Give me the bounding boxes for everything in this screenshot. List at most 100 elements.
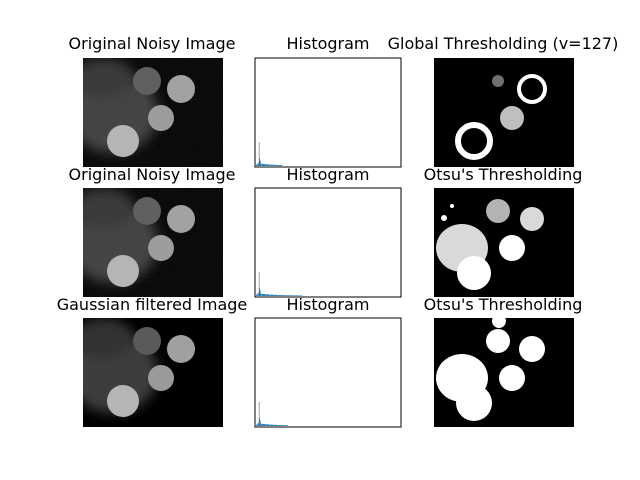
histogram-bar xyxy=(269,424,271,426)
histogram-bar xyxy=(297,295,298,296)
histogram-bar xyxy=(258,142,260,166)
histogram-bar xyxy=(288,295,290,296)
histogram-bar xyxy=(287,425,288,426)
histogram-bar xyxy=(285,295,287,296)
histogram-bar xyxy=(256,294,257,296)
histogram-bar xyxy=(278,425,280,426)
histogram-bar xyxy=(278,165,279,166)
histogram-bar xyxy=(291,295,292,296)
otsu-threshold-image-1 xyxy=(434,188,574,297)
histogram-bar xyxy=(259,420,261,426)
histogram-bar xyxy=(259,158,261,166)
histogram-bar xyxy=(285,425,287,426)
histogram-bar xyxy=(275,294,276,296)
histogram-bar xyxy=(270,164,272,166)
histogram-bar xyxy=(259,288,261,296)
histogram-bar xyxy=(256,294,258,297)
histogram-bar xyxy=(295,295,296,296)
histogram-bar xyxy=(286,425,287,426)
histogram-bar xyxy=(269,424,270,426)
histogram-bar xyxy=(256,424,258,427)
histogram-bar xyxy=(275,164,277,166)
histogram-bar xyxy=(266,424,267,426)
histogram-bar xyxy=(282,425,284,426)
histogram-bar xyxy=(294,295,296,296)
panel-r2-histogram: Histogram xyxy=(254,165,402,298)
histogram-bar xyxy=(266,164,268,166)
panel-title: Otsu's Thresholding xyxy=(424,295,583,314)
histogram-axes xyxy=(254,57,402,168)
histogram-bar xyxy=(289,295,290,296)
histogram-bar xyxy=(260,163,262,166)
histogram-bar xyxy=(291,295,293,296)
histogram-bars-3 xyxy=(256,402,288,427)
histogram-bar xyxy=(261,293,263,296)
histogram-bar xyxy=(282,295,284,296)
histogram-bar xyxy=(265,294,267,296)
histogram-bar xyxy=(259,160,261,166)
histogram-bar xyxy=(297,295,299,296)
histogram-bar xyxy=(270,424,272,426)
histogram-bar xyxy=(265,164,267,166)
panel-title: Global Thresholding (v=127) xyxy=(388,34,619,53)
histogram-bar xyxy=(299,295,300,296)
histogram-bar xyxy=(270,424,271,426)
histogram-bar xyxy=(265,294,266,296)
histogram-bar xyxy=(265,164,266,166)
histogram-bar xyxy=(279,425,280,426)
histogram-bar xyxy=(279,165,281,166)
histogram-axes xyxy=(254,317,402,428)
histogram-bar xyxy=(269,164,270,166)
histogram-bar xyxy=(272,294,274,296)
histogram-bar xyxy=(277,424,279,426)
histogram-bar xyxy=(293,295,294,296)
histogram-bar xyxy=(265,424,266,426)
histogram-bar xyxy=(286,295,288,296)
histogram-bar xyxy=(272,164,274,166)
histogram-bar xyxy=(284,295,286,296)
histogram-bar xyxy=(273,164,275,166)
histogram-bar xyxy=(280,295,282,296)
histogram-bar xyxy=(274,424,276,426)
panel-title: Gaussian filtered Image xyxy=(57,295,248,314)
panel-title: Histogram xyxy=(287,165,370,184)
histogram-bar xyxy=(259,290,261,296)
histogram-bar xyxy=(256,164,257,166)
histogram-bar xyxy=(261,293,262,296)
gaussian-filtered-image xyxy=(83,318,223,427)
histogram-bar xyxy=(256,164,258,167)
histogram-bar xyxy=(274,164,276,166)
histogram-bar xyxy=(257,423,259,426)
histogram-bar xyxy=(285,425,286,426)
histogram-bar xyxy=(275,424,276,426)
panel-r3-otsu: Otsu's Thresholding xyxy=(424,295,583,427)
histogram-bar xyxy=(271,294,272,296)
histogram-bar xyxy=(257,293,259,296)
histogram-bar xyxy=(277,294,279,296)
histogram-bar xyxy=(279,295,280,296)
histogram-bar xyxy=(263,294,265,296)
histogram-bar xyxy=(286,295,287,296)
histogram-bar xyxy=(278,295,280,296)
histogram-bar xyxy=(281,295,282,296)
histogram-bar xyxy=(294,295,295,296)
panel-r3-histogram: Histogram xyxy=(254,295,402,428)
histogram-bar xyxy=(268,294,270,296)
histogram-bar xyxy=(283,425,284,426)
histogram-bar xyxy=(261,163,263,166)
histogram-bar xyxy=(260,423,262,426)
panel-r2-otsu: Otsu's Thresholding xyxy=(424,165,582,297)
histogram-bar xyxy=(267,424,269,426)
histogram-bar xyxy=(262,163,263,166)
histogram-bar xyxy=(267,424,269,426)
histogram-bar xyxy=(281,165,282,166)
histogram-bar xyxy=(275,164,276,166)
histogram-bar xyxy=(267,164,269,166)
histogram-bar xyxy=(281,295,283,296)
histogram-bar xyxy=(279,165,280,166)
histogram-bar xyxy=(300,295,302,296)
histogram-bar xyxy=(263,164,265,166)
histogram-bar xyxy=(268,424,270,426)
histogram-bar xyxy=(268,164,270,166)
